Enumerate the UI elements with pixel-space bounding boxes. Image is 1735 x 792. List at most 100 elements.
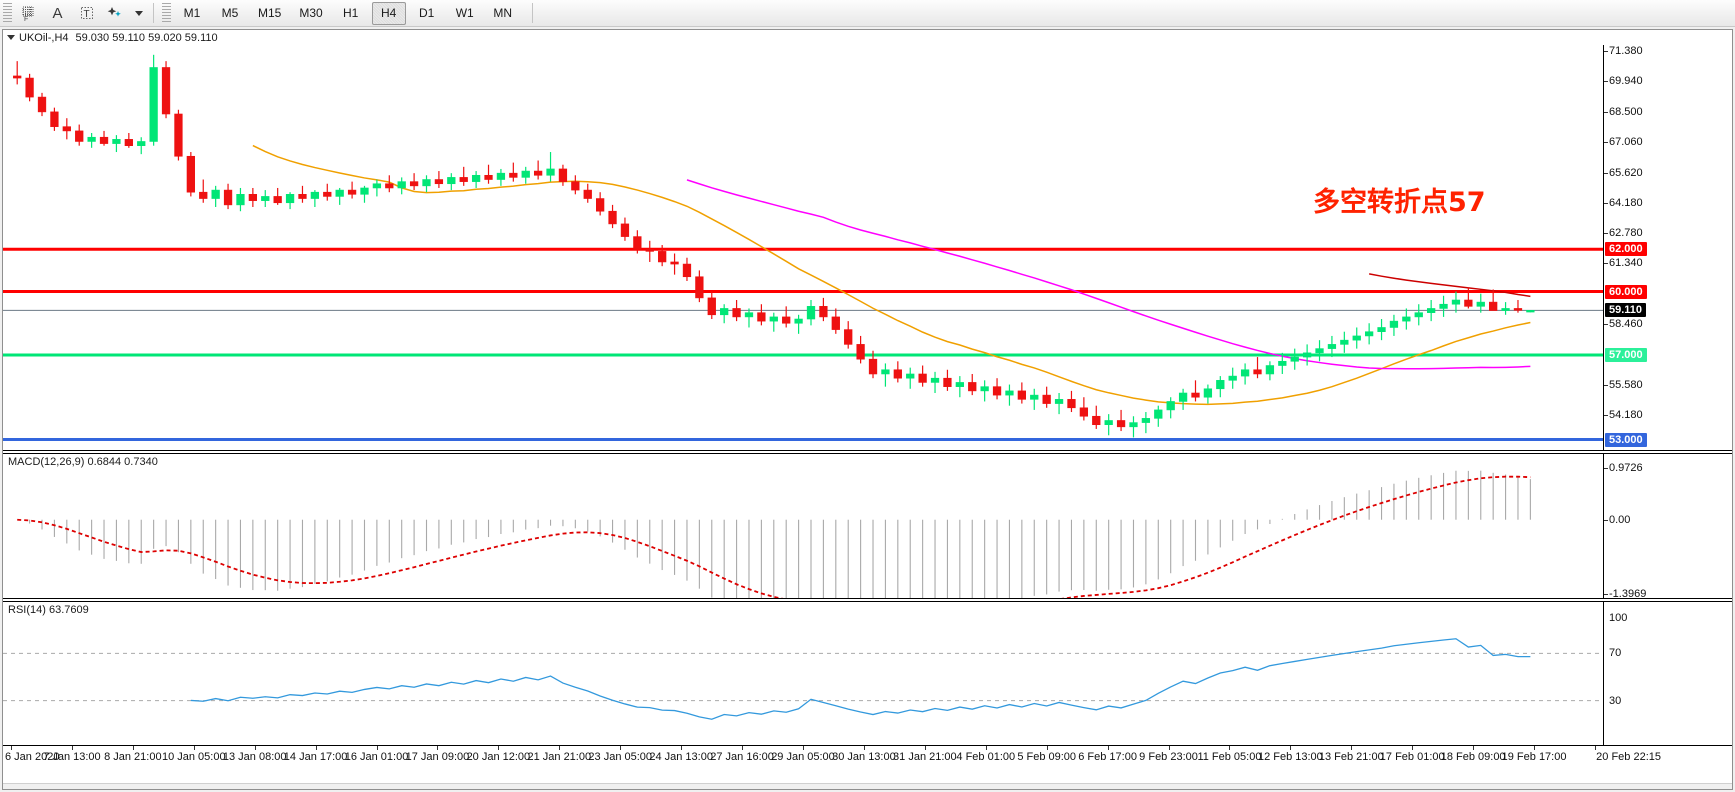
timeframe-m15[interactable]: M15 [258,6,282,20]
time-tickmark [132,746,134,750]
time-tick-label: 11 Feb 05:00 [1197,751,1262,763]
price-tickmark [1604,414,1608,416]
price-tickmark [1604,81,1608,83]
time-tick-label: 16 Jan 01:00 [344,751,409,763]
time-tick-label: 29 Jan 05:00 [771,751,835,763]
macd-tickmark [1604,594,1608,595]
macd-tickmark [1604,468,1608,469]
time-tickmark [437,746,439,750]
toolbar-divider [153,3,154,23]
rsi-axis[interactable]: 100 70 30 [1603,602,1732,745]
main-toolbar: F A T M1 M5 M15 M30 H1 H4 D1 W1 MN [0,0,1735,27]
price-tick-label: 71.380 [1609,45,1643,57]
price-level-tag[interactable]: 60.000 [1605,284,1647,299]
rsi-tick-label: 100 [1609,612,1628,624]
chart-window: UKOil-,H4 59.030 59.110 59.020 59.110 多空… [2,29,1733,790]
time-tickmark [11,746,12,750]
time-tickmark [1107,746,1109,750]
time-tickmark [863,746,865,750]
time-tickmark [803,746,804,750]
time-tickmark [985,746,987,750]
timeframe-grip[interactable] [162,3,171,23]
time-tick-label: 20 Feb 22:15 [1596,751,1661,763]
rsi-pane[interactable]: RSI(14) 63.7609 100 70 30 [3,601,1732,745]
timeframe-h4[interactable]: H4 [371,1,406,25]
time-tickmark [681,746,683,750]
ohlc-values: 59.030 59.110 59.020 59.110 [75,31,218,44]
time-tickmark [1473,746,1475,750]
svg-text:T: T [83,9,89,20]
macd-tick-label: -1.3969 [1609,588,1647,599]
time-tick-label: 12 Feb 13:00 [1257,751,1323,763]
horizontal-scroll-strip[interactable] [3,783,1732,789]
price-pane[interactable]: 多空转折点57 71.380 69.940 68.500 67.060 65.620 64… [3,45,1732,451]
time-tickmark [742,746,744,750]
macd-tick-label: 0.9726 [1609,462,1643,474]
price-level-tag[interactable]: 62.000 [1605,242,1647,257]
time-tickmark [193,746,195,750]
svg-text:F: F [24,16,28,21]
price-level-tag[interactable]: 57.000 [1605,347,1647,362]
price-tick-label: 61.340 [1609,257,1643,270]
price-plot-area[interactable]: 多空转折点57 [3,45,1603,450]
time-tick-label: 31 Jan 21:00 [893,751,957,763]
time-tick-label: 17 Jan 09:00 [405,751,470,763]
price-level-tag[interactable]: 53.000 [1605,432,1647,447]
collapse-triangle-icon[interactable] [7,35,15,40]
macd-axis[interactable]: 0.9726 0.00 -1.3969 [1603,454,1732,598]
rsi-tick-label: 30 [1609,694,1622,707]
time-tickmark [376,746,378,750]
macd-tick-label: 0.00 [1609,513,1631,526]
rsi-series [3,638,1603,720]
time-axis[interactable]: 6 Jan 2020 7 Jan 13:00 8 Jan 21:00 10 Jan 0… [3,745,1732,771]
price-tick-label: 54.180 [1609,408,1643,421]
price-tick-label: 65.620 [1609,166,1643,179]
timeframe-mn[interactable]: MN [493,6,513,20]
timeframe-w1[interactable]: W1 [455,6,474,20]
rsi-tick-label: 70 [1609,647,1622,660]
time-tick-label: 19 Feb 17:00 [1501,751,1567,763]
price-tick-label: 58.460 [1609,318,1643,331]
symbol-bar: UKOil-,H4 59.030 59.110 59.020 59.110 [3,30,1732,45]
macd-plot-area[interactable] [3,454,1603,598]
rsi-plot-area[interactable] [3,602,1603,745]
time-tick-label: 21 Jan 21:00 [527,751,592,763]
macd-series [17,470,1531,598]
toolbar-grip[interactable] [3,3,12,23]
time-tick-label: 4 Feb 01:00 [956,751,1016,763]
time-tickmark [1351,746,1353,750]
time-tick-label: 20 Jan 12:00 [466,751,531,763]
timeframe-h1[interactable]: H1 [343,6,359,20]
symbol-label: UKOil-,H4 [19,31,69,44]
timeframe-m5[interactable]: M5 [221,6,239,20]
time-tickmark [71,746,73,750]
text-box-icon[interactable]: T [73,1,100,25]
timeframe-m30[interactable]: M30 [299,6,323,20]
time-tick-label: 13 Jan 08:00 [222,751,287,763]
time-tick-label: 7 Jan 13:00 [43,751,101,763]
price-tickmark [1604,111,1608,113]
price-tickmark [1604,324,1608,326]
price-axis[interactable]: 71.380 69.940 68.500 67.060 65.620 64.180 62.7… [1603,45,1732,450]
objects-icon[interactable] [102,1,129,25]
time-tickmark [254,746,256,750]
time-tick-label: 13 Feb 21:00 [1318,751,1384,763]
time-tick-label: 9 Feb 23:00 [1139,751,1198,763]
crosshair-icon[interactable]: F [15,1,42,25]
time-tick-label: 6 Feb 17:00 [1078,751,1137,763]
price-candles [3,54,1603,442]
timeframe-group: M1 M5 M15 M30 H1 H4 D1 W1 MN [173,1,522,25]
timeframe-d1[interactable]: D1 [419,6,435,20]
macd-pane[interactable]: MACD(12,26,9) 0.6844 0.7340 0.9726 0.00 -1… [3,453,1732,599]
text-label-icon[interactable]: A [52,4,63,22]
macd-tickmark [1604,519,1608,521]
time-tickmark [1412,746,1414,750]
time-tickmark [315,746,317,750]
time-tickmark [1168,746,1170,750]
chevron-down-icon[interactable] [131,1,147,25]
price-level-tag[interactable]: 59.110 [1605,303,1647,318]
time-tickmark [1534,746,1536,750]
timeframe-m1[interactable]: M1 [183,6,201,20]
time-tickmark [620,746,622,750]
